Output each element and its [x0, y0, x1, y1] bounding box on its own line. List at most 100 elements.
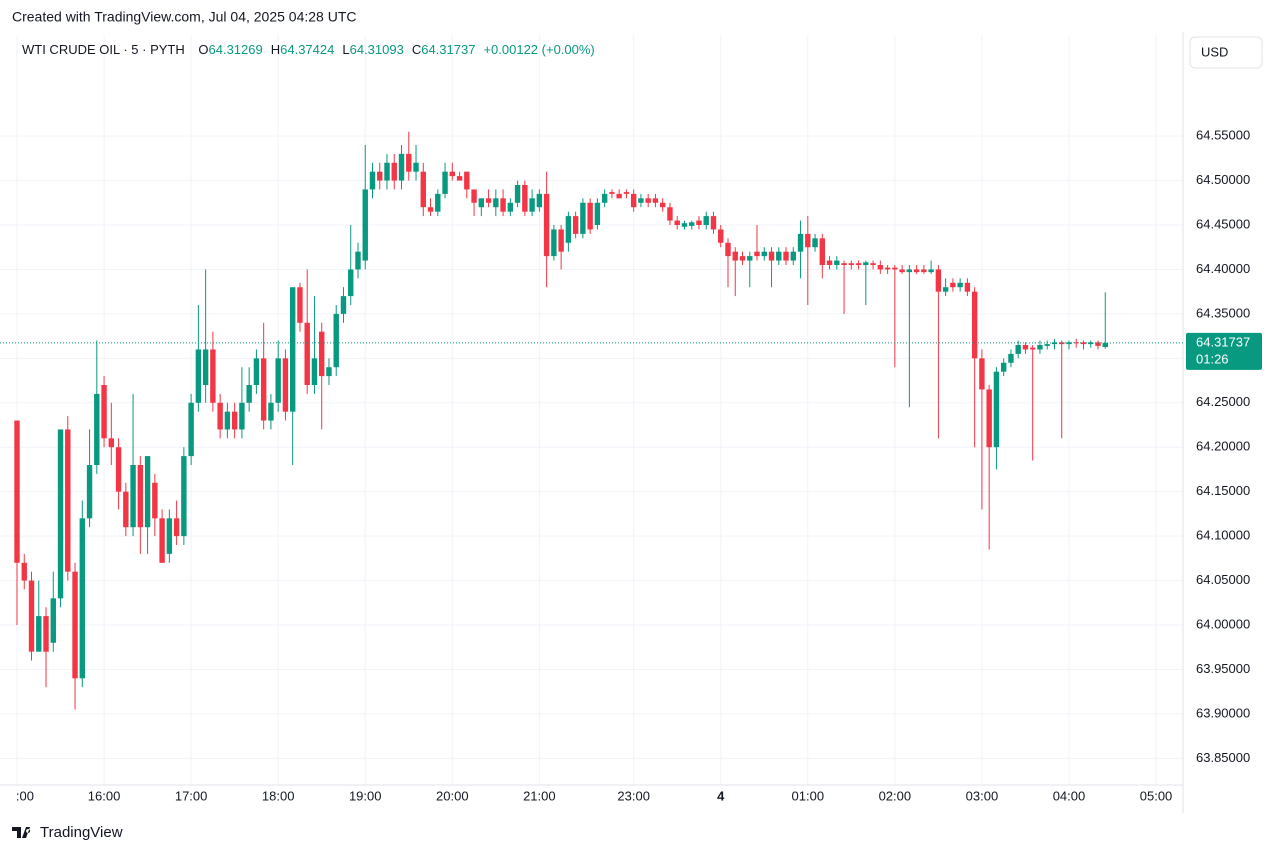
candle-body: [507, 202, 514, 212]
candle-body: [65, 429, 71, 572]
x-tick-label: 04:00: [1053, 788, 1086, 803]
candle-body: [57, 429, 64, 599]
candle-body: [855, 263, 862, 265]
candle-body: [761, 251, 767, 257]
candle-body: [928, 269, 934, 273]
candle-body: [485, 198, 492, 203]
candle-body: [152, 482, 158, 519]
candle-body: [297, 287, 303, 323]
candle-body: [1044, 344, 1050, 346]
candle-body: [159, 518, 165, 563]
x-tick-label: 01:00: [792, 788, 825, 803]
x-tick-label: 21:00: [523, 788, 556, 803]
y-tick-label: 64.25000: [1196, 394, 1250, 409]
candle-body: [348, 269, 354, 297]
logo: [12, 827, 31, 838]
candle-body: [1015, 345, 1021, 354]
candle-body: [776, 251, 782, 261]
candle-body: [870, 263, 876, 265]
candle-body: [406, 153, 412, 172]
candle-body: [783, 251, 789, 261]
candle-body: [319, 331, 325, 377]
symbol: WTI CRUDE OIL · 5 · PYTH: [22, 42, 185, 57]
candle-body: [268, 402, 274, 421]
candle-body: [638, 198, 644, 203]
candle-body: [435, 193, 441, 212]
x-tick-label: 4: [717, 788, 725, 803]
created-note: Created with TradingView.com, Jul 04, 20…: [12, 9, 356, 25]
legend-key: C: [412, 42, 421, 57]
candle-body: [768, 251, 775, 261]
candle-body: [790, 251, 796, 261]
candle-body: [188, 402, 194, 457]
candle-body: [471, 189, 477, 203]
y-tick-label: 64.45000: [1196, 216, 1250, 231]
footer-logo: TradingView: [12, 824, 123, 841]
candle-body: [304, 322, 310, 385]
candle-body: [398, 153, 405, 181]
candle-body: [442, 171, 448, 194]
currency-button[interactable]: [1189, 36, 1263, 69]
candle-body: [50, 598, 56, 643]
x-tick-label: 17:00: [175, 788, 208, 803]
x-tick-label: 18:00: [262, 788, 295, 803]
candle-body: [957, 282, 963, 288]
candle-body: [1073, 342, 1079, 344]
candle-body: [848, 263, 855, 265]
candle-body: [427, 207, 434, 212]
candle-body: [1088, 342, 1094, 345]
candle-body: [587, 202, 593, 230]
legend-value: 64.31737: [421, 42, 475, 57]
candle-body: [1008, 353, 1014, 363]
candle-body: [1102, 342, 1108, 348]
candle-body: [1095, 342, 1101, 346]
candle-body: [971, 291, 978, 359]
candle-body: [28, 580, 35, 652]
candle-body: [1059, 342, 1065, 345]
candle-body: [710, 216, 717, 230]
candle-body: [275, 358, 281, 403]
candle-body: [181, 456, 187, 537]
candle-body: [384, 162, 390, 181]
legend-value: 64.31269: [209, 42, 263, 57]
candle-body: [580, 202, 586, 234]
candle-body: [935, 269, 942, 292]
candle-body: [21, 562, 27, 581]
last-price-box: [1186, 332, 1262, 370]
y-tick-label: 63.90000: [1196, 705, 1250, 720]
candle-body: [123, 491, 129, 528]
candle-body: [1051, 342, 1058, 345]
currency[interactable]: USD: [1201, 44, 1228, 59]
candle-body: [217, 402, 223, 430]
candle-body: [703, 216, 709, 225]
x-tick-label: 19:00: [349, 788, 382, 803]
candle-body: [478, 198, 485, 208]
candle-body: [812, 238, 818, 248]
candle-body: [667, 207, 673, 221]
y-tick-label: 64.50000: [1196, 172, 1250, 187]
candle-body: [652, 198, 659, 203]
candle-body: [841, 263, 847, 265]
candle-body: [420, 171, 426, 208]
legend-value: 64.31093: [350, 42, 404, 57]
candle-body: [950, 282, 956, 288]
candle-body: [500, 198, 506, 212]
candle-body: [391, 162, 397, 181]
candle-body: [594, 202, 601, 225]
candle-body: [311, 358, 318, 385]
candle-body: [210, 349, 216, 403]
x-tick-label: 23:00: [617, 788, 650, 803]
candle-body: [1037, 345, 1043, 350]
candle-body: [993, 371, 1000, 448]
footer-text: TradingView: [40, 824, 123, 841]
candle-body: [986, 389, 992, 448]
candle-body: [725, 242, 731, 257]
candle-body: [689, 222, 695, 226]
y-tick-label: 64.35000: [1196, 305, 1250, 320]
candle-body: [195, 349, 202, 403]
candle-body: [899, 269, 905, 273]
y-tick-label: 64.55000: [1196, 128, 1250, 143]
candle-body: [239, 402, 245, 430]
candle-body: [681, 223, 688, 227]
